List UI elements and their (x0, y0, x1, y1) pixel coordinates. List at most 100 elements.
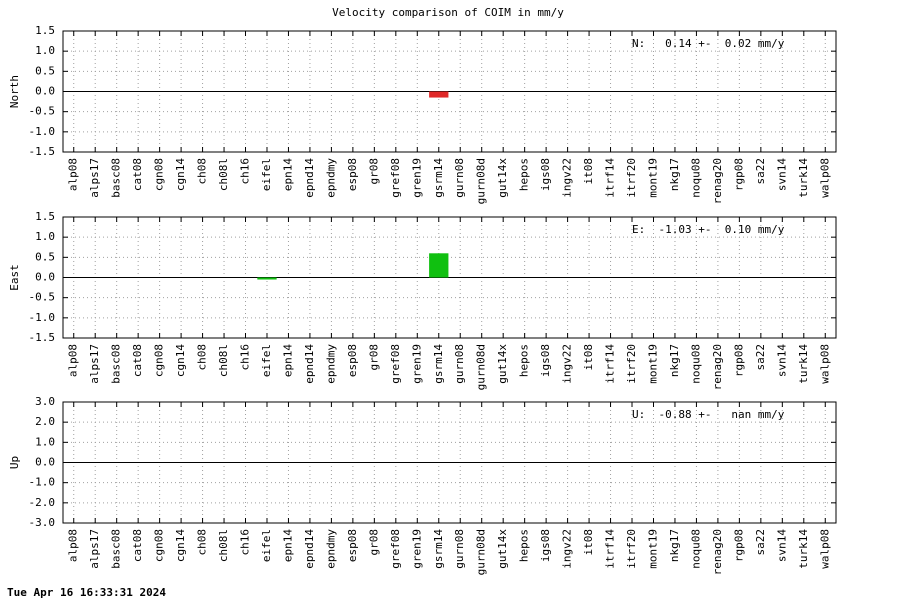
x-tick-label: ch08l (217, 529, 230, 562)
x-tick-label: alps17 (88, 344, 101, 384)
x-tick-label: walp08 (818, 344, 831, 384)
x-tick-label: sa22 (754, 529, 767, 556)
x-tick-label: nkg17 (668, 344, 681, 377)
x-tick-label: mont19 (646, 529, 659, 569)
x-tick-label: epn14 (281, 344, 294, 377)
x-tick-label: cgn14 (174, 158, 187, 191)
bar (429, 91, 449, 98)
x-tick-label: alp08 (67, 158, 80, 191)
x-tick-label: gr08 (367, 529, 380, 556)
x-tick-label: epnd14 (303, 158, 316, 198)
x-tick-label: itrf14 (604, 344, 617, 384)
x-tick-label: gren19 (410, 344, 423, 384)
x-tick-label: gut14x (496, 158, 509, 198)
x-tick-label: itrf14 (604, 529, 617, 569)
y-axis-label: Up (8, 456, 21, 469)
x-tick-label: noqu08 (689, 344, 702, 384)
x-tick-label: cgn08 (153, 529, 166, 562)
x-tick-label: sa22 (754, 344, 767, 371)
x-tick-label: cgn08 (153, 158, 166, 191)
x-tick-label: gsrm14 (432, 529, 445, 569)
x-tick-label: gsrm14 (432, 158, 445, 198)
x-tick-label: esp08 (346, 529, 359, 562)
x-tick-label: cgn14 (174, 529, 187, 562)
x-tick-label: renag20 (711, 158, 724, 204)
x-tick-label: it08 (582, 158, 595, 185)
x-tick-label: ingv22 (561, 158, 574, 198)
x-tick-label: hepos (518, 529, 531, 562)
x-tick-label: cat08 (131, 158, 144, 191)
y-axis-label: East (8, 264, 21, 291)
x-tick-label: gren19 (410, 529, 423, 569)
x-tick-label: noqu08 (689, 158, 702, 198)
bar (429, 253, 449, 278)
x-tick-label: basc08 (110, 529, 123, 569)
x-tick-label: gurn08 (453, 529, 466, 569)
x-tick-label: ch16 (239, 344, 252, 371)
x-tick-label: esp08 (346, 344, 359, 377)
y-tick-label: 3.0 (35, 395, 55, 408)
x-tick-label: gut14x (496, 529, 509, 569)
x-tick-label: gurn08 (453, 158, 466, 198)
x-tick-label: rgp08 (732, 158, 745, 191)
x-tick-label: epn14 (281, 158, 294, 191)
x-tick-label: walp08 (818, 529, 831, 569)
x-tick-label: eifel (260, 158, 273, 191)
x-tick-label: rgp08 (732, 344, 745, 377)
y-tick-label: 1.0 (35, 44, 55, 57)
y-tick-label: 2.0 (35, 415, 55, 428)
bar (257, 277, 277, 280)
x-tick-label: hepos (518, 158, 531, 191)
x-tick-label: sa22 (754, 158, 767, 185)
x-tick-label: it08 (582, 529, 595, 556)
y-tick-label: 1.5 (35, 210, 55, 223)
x-tick-label: igs08 (539, 344, 552, 377)
y-tick-label: -1.0 (29, 125, 56, 138)
y-tick-label: -0.5 (29, 105, 56, 118)
plot-frame (62, 216, 837, 339)
x-tick-label: epnd14 (303, 344, 316, 384)
y-tick-label: -1.5 (29, 331, 56, 344)
x-tick-label: gut14x (496, 344, 509, 384)
x-tick-label: alps17 (88, 529, 101, 569)
x-tick-label: gsrm14 (432, 344, 445, 384)
x-tick-label: cgn14 (174, 344, 187, 377)
x-tick-label: gren19 (410, 158, 423, 198)
x-tick-label: igs08 (539, 158, 552, 191)
y-tick-label: 0.0 (35, 85, 55, 98)
x-tick-label: nkg17 (668, 529, 681, 562)
x-tick-label: gurn08d (475, 344, 488, 390)
y-tick-label: 0.0 (35, 271, 55, 284)
y-axis-label: North (8, 75, 21, 108)
y-tick-label: -1.0 (29, 311, 56, 324)
x-tick-label: esp08 (346, 158, 359, 191)
x-tick-label: renag20 (711, 344, 724, 390)
y-tick-label: -1.0 (29, 476, 56, 489)
x-tick-label: ch08 (196, 344, 209, 371)
y-tick-label: -1.5 (29, 145, 56, 158)
y-tick-label: -3.0 (29, 516, 56, 529)
x-tick-label: epn14 (281, 529, 294, 562)
x-tick-label: itrf20 (625, 529, 638, 569)
x-tick-label: mont19 (646, 158, 659, 198)
y-tick-label: 1.5 (35, 24, 55, 37)
x-tick-label: igs08 (539, 529, 552, 562)
x-tick-label: ingv22 (561, 529, 574, 569)
x-tick-label: turk14 (797, 529, 810, 569)
x-tick-label: svn14 (775, 344, 788, 377)
x-tick-label: epnd14 (303, 529, 316, 569)
x-tick-label: ch08l (217, 344, 230, 377)
x-tick-label: noqu08 (689, 529, 702, 569)
x-tick-label: turk14 (797, 344, 810, 384)
x-tick-label: gref08 (389, 529, 402, 569)
y-tick-label: 0.5 (35, 250, 55, 263)
x-tick-label: epndmy (324, 344, 337, 384)
x-tick-label: gr08 (367, 158, 380, 185)
x-tick-label: itrf20 (625, 344, 638, 384)
x-tick-label: ch08l (217, 158, 230, 191)
x-tick-label: alps17 (88, 158, 101, 198)
x-tick-label: svn14 (775, 158, 788, 191)
x-tick-label: epndmy (324, 158, 337, 198)
